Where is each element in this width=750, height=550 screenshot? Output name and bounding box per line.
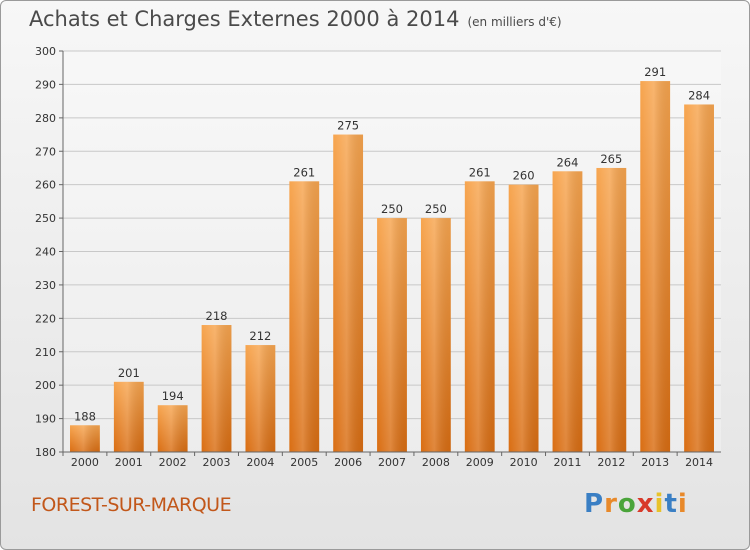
data-label-2001: 201 [118, 366, 140, 380]
x-tick-label-2008: 2008 [422, 456, 450, 469]
y-tick-label: 260 [35, 179, 56, 192]
bar-shine-2003 [201, 325, 232, 452]
bar-shine-2013 [640, 81, 671, 452]
y-tick-label: 250 [35, 212, 56, 225]
y-tick-label: 220 [35, 312, 56, 325]
axes: 180 190 200 210 220 230 240 250 260 270 280 290 300 2… [35, 45, 721, 469]
bar-shine-2008 [420, 218, 451, 452]
bar-shine-2010 [508, 184, 539, 452]
data-label-2010: 260 [513, 169, 535, 183]
y-tick-label: 210 [35, 346, 56, 359]
bar-shine-2007 [377, 218, 407, 452]
data-label-2009: 261 [469, 165, 491, 179]
bar-shine-2004 [245, 345, 276, 452]
chart-title-block: Achats et Charges Externes 2000 à 2014 (e… [29, 7, 562, 31]
y-tick-label: 280 [35, 112, 56, 125]
y-tick-label: 200 [35, 379, 56, 392]
x-tick-label-2005: 2005 [290, 456, 318, 469]
x-tick-label-2003: 2003 [203, 456, 231, 469]
x-tick-label-2004: 2004 [246, 456, 274, 469]
x-tick-label-2000: 2000 [71, 456, 99, 469]
chart-title: Achats et Charges Externes 2000 à 2014 [29, 7, 460, 31]
data-label-2005: 261 [293, 165, 315, 179]
y-tick-label: 300 [35, 45, 56, 58]
y-tick-label: 270 [35, 145, 56, 158]
data-label-2007: 250 [381, 202, 403, 216]
x-tick-label-2006: 2006 [334, 456, 362, 469]
data-label-2006: 275 [337, 119, 359, 133]
x-tick-label-2001: 2001 [115, 456, 143, 469]
y-tick-label: 290 [35, 78, 56, 91]
x-tick-label-2002: 2002 [159, 456, 187, 469]
data-label-2004: 212 [249, 329, 271, 343]
bar-shine-2009 [464, 181, 495, 452]
data-label-2000: 188 [74, 409, 96, 423]
chart-subtitle: (en milliers d'€) [467, 15, 562, 29]
proxiti-logo: Proxiti [584, 489, 688, 519]
bar-shine-2005 [289, 181, 320, 452]
x-tick-label-2013: 2013 [641, 456, 669, 469]
x-tick-label-2007: 2007 [378, 456, 406, 469]
bar-shine-2006 [333, 134, 364, 452]
y-tick-label: 240 [35, 246, 56, 259]
bar-shine-2011 [552, 171, 583, 453]
data-label-2008: 250 [425, 202, 447, 216]
bar-shine-2014 [684, 104, 714, 452]
data-label-2012: 265 [600, 152, 622, 166]
x-tick-label-2011: 2011 [553, 456, 581, 469]
x-tick-label-2014: 2014 [685, 456, 713, 469]
bars-group: 188 201 194 218 212 261 275 250 250 261 260 264 265 2… [70, 65, 714, 453]
bar-shine-2012 [596, 167, 627, 453]
data-label-2014: 284 [688, 88, 710, 102]
town-name: FOREST-SUR-MARQUE [31, 494, 232, 516]
bar-shine-2002 [157, 405, 188, 452]
bar-shine-2001 [113, 381, 144, 452]
bar-shine-2000 [70, 425, 100, 452]
data-label-2011: 264 [556, 155, 578, 169]
data-label-2003: 218 [206, 309, 228, 323]
x-tick-label-2009: 2009 [466, 456, 494, 469]
y-tick-label: 230 [35, 279, 56, 292]
y-tick-label: 180 [35, 446, 56, 459]
data-label-2002: 194 [162, 389, 184, 403]
x-tick-label-2010: 2010 [510, 456, 538, 469]
y-tick-label: 190 [35, 413, 56, 426]
data-label-2013: 291 [644, 65, 666, 79]
x-tick-label-2012: 2012 [597, 456, 625, 469]
